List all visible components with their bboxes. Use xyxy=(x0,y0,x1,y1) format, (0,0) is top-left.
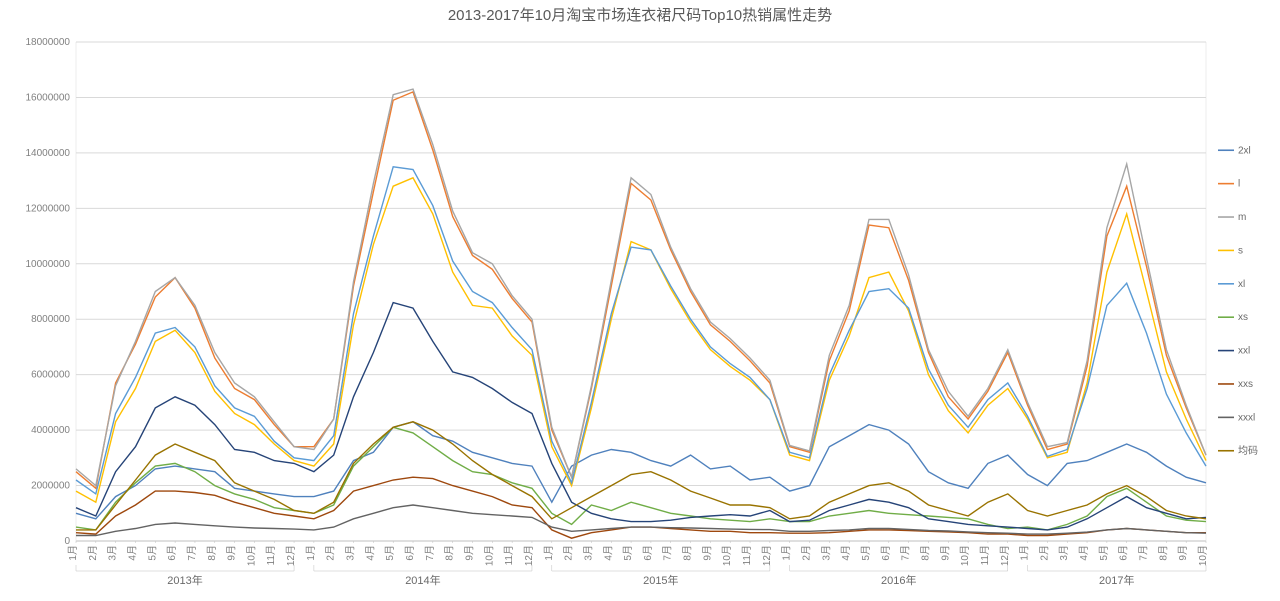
x-tick-label: 3月 xyxy=(107,545,119,561)
x-tick-label: 6月 xyxy=(1118,545,1130,561)
x-tick-label: 7月 xyxy=(1138,545,1150,561)
chart-title: 2013-2017年10月淘宝市场连衣裙尺码Top10热销属性走势 xyxy=(448,7,832,24)
legend-label-s: s xyxy=(1238,245,1243,256)
x-tick-label: 9月 xyxy=(226,545,238,561)
x-tick-label: 6月 xyxy=(880,545,892,561)
series-line-xs xyxy=(76,427,1206,530)
x-tick-label: 8月 xyxy=(682,545,694,561)
x-tick-label: 5月 xyxy=(384,545,396,561)
series-line-l xyxy=(76,92,1206,488)
x-tick-label: 9月 xyxy=(1177,545,1189,561)
x-tick-label: 4月 xyxy=(1078,545,1090,561)
series-line-均码 xyxy=(76,422,1206,530)
year-label: 2014年 xyxy=(405,573,440,587)
x-tick-label: 8月 xyxy=(919,545,931,561)
x-tick-label: 10月 xyxy=(1197,545,1209,566)
x-tick-label: 12月 xyxy=(285,545,297,566)
year-label: 2015年 xyxy=(643,573,678,587)
x-tick-label: 4月 xyxy=(364,545,376,561)
x-tick-label: 6月 xyxy=(404,545,416,561)
x-tick-label: 7月 xyxy=(662,545,674,561)
legend-label-均码: 均码 xyxy=(1238,445,1258,457)
y-tick-label: 18000000 xyxy=(26,37,71,48)
y-tick-label: 2000000 xyxy=(31,481,70,492)
x-tick-label: 11月 xyxy=(741,545,753,565)
x-tick-label: 7月 xyxy=(186,545,198,561)
x-tick-label: 11月 xyxy=(265,545,277,565)
x-tick-label: 1月 xyxy=(543,545,555,561)
x-tick-label: 10月 xyxy=(721,545,733,566)
x-tick-label: 2月 xyxy=(563,545,575,561)
x-tick-label: 9月 xyxy=(939,545,951,561)
x-tick-label: 4月 xyxy=(126,545,138,561)
x-tick-label: 7月 xyxy=(900,545,912,561)
x-tick-label: 8月 xyxy=(206,545,218,561)
x-tick-label: 8月 xyxy=(1157,545,1169,561)
x-tick-label: 12月 xyxy=(999,545,1011,566)
x-tick-label: 2月 xyxy=(87,545,99,561)
x-tick-label: 6月 xyxy=(642,545,654,561)
y-tick-label: 10000000 xyxy=(26,259,71,270)
x-tick-label: 2月 xyxy=(325,545,337,561)
x-tick-label: 1月 xyxy=(1019,545,1031,561)
x-tick-label: 2月 xyxy=(801,545,813,561)
x-tick-label: 8月 xyxy=(444,545,456,561)
legend-label-xxs: xxs xyxy=(1238,379,1253,390)
y-tick-label: 12000000 xyxy=(26,203,71,214)
x-tick-label: 5月 xyxy=(1098,545,1110,561)
x-tick-label: 12月 xyxy=(523,545,535,566)
x-tick-label: 4月 xyxy=(840,545,852,561)
x-tick-label: 4月 xyxy=(602,545,614,561)
y-tick-label: 16000000 xyxy=(26,92,71,103)
year-label: 2013年 xyxy=(167,573,202,587)
x-tick-label: 9月 xyxy=(463,545,475,561)
y-tick-label: 6000000 xyxy=(31,370,70,381)
legend-label-m: m xyxy=(1238,212,1246,223)
legend-label-xxl: xxl xyxy=(1238,346,1250,357)
x-tick-label: 1月 xyxy=(305,545,317,561)
x-tick-label: 2月 xyxy=(1038,545,1050,561)
year-label: 2017年 xyxy=(1099,573,1134,587)
x-tick-label: 12月 xyxy=(761,545,773,566)
x-tick-label: 5月 xyxy=(622,545,634,561)
x-tick-label: 9月 xyxy=(701,545,713,561)
x-tick-label: 10月 xyxy=(245,545,257,566)
year-label: 2016年 xyxy=(881,573,916,587)
y-tick-label: 8000000 xyxy=(31,314,70,325)
x-tick-label: 3月 xyxy=(345,545,357,561)
x-tick-label: 11月 xyxy=(979,545,991,565)
legend-label-xl: xl xyxy=(1238,279,1245,290)
x-tick-label: 3月 xyxy=(582,545,594,561)
x-tick-label: 1月 xyxy=(67,545,79,561)
x-tick-label: 5月 xyxy=(146,545,158,561)
series-line-xxl xyxy=(76,303,1206,530)
x-tick-label: 10月 xyxy=(483,545,495,566)
legend-label-2xl: 2xl xyxy=(1238,145,1251,156)
legend-label-l: l xyxy=(1238,179,1240,190)
x-tick-label: 10月 xyxy=(959,545,971,566)
x-tick-label: 5月 xyxy=(860,545,872,561)
x-tick-label: 3月 xyxy=(820,545,832,561)
x-tick-label: 3月 xyxy=(1058,545,1070,561)
series-line-s xyxy=(76,178,1206,502)
x-tick-label: 11月 xyxy=(503,545,515,565)
y-tick-label: 14000000 xyxy=(26,148,71,159)
y-tick-label: 4000000 xyxy=(31,425,70,436)
legend-label-xs: xs xyxy=(1238,312,1248,323)
x-tick-label: 1月 xyxy=(781,545,793,561)
x-tick-label: 7月 xyxy=(424,545,436,561)
dress-size-top10-line-chart: 2013-2017年10月淘宝市场连衣裙尺码Top10热销属性走势0200000… xyxy=(0,0,1280,601)
series-line-xl xyxy=(76,167,1206,494)
legend-label-xxxl: xxxl xyxy=(1238,412,1255,423)
x-tick-label: 6月 xyxy=(166,545,178,561)
series-line-xxxl xyxy=(76,505,1206,536)
